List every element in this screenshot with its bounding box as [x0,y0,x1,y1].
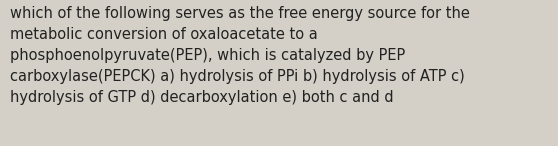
Text: which of the following serves as the free energy source for the
metabolic conver: which of the following serves as the fre… [10,6,470,105]
